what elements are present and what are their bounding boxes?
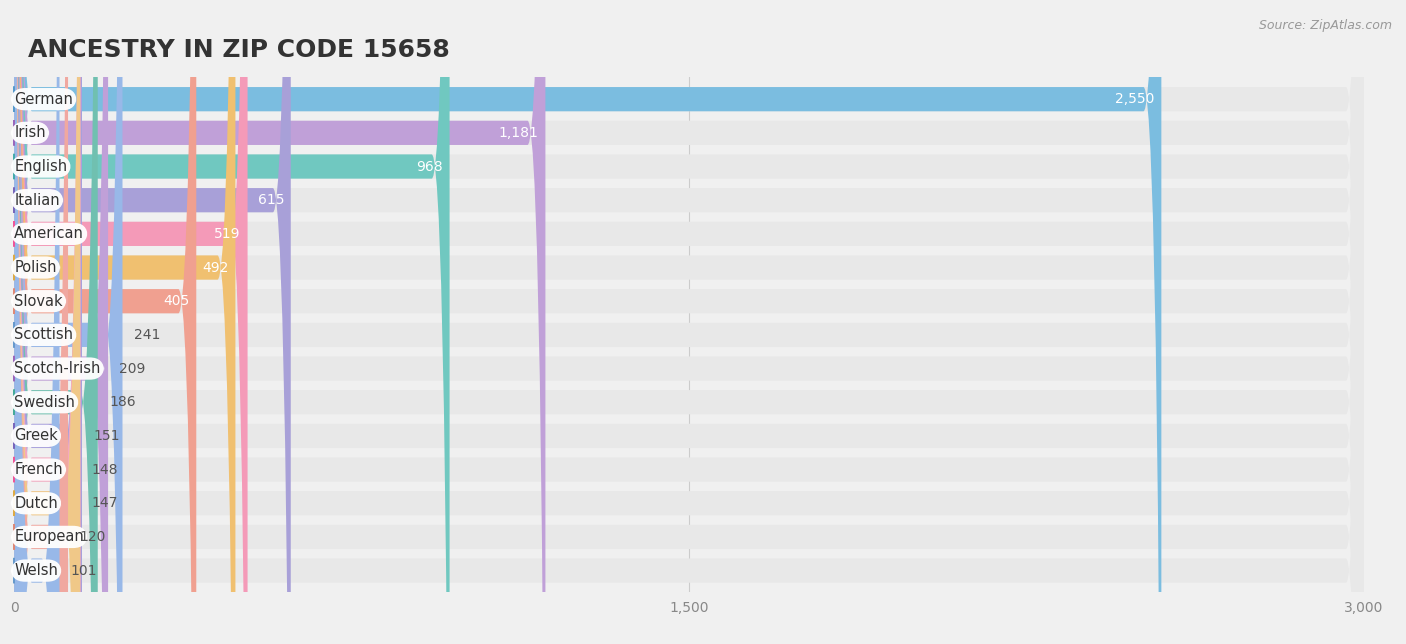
Text: 147: 147 [91, 497, 118, 510]
Text: Scotch-Irish: Scotch-Irish [14, 361, 101, 376]
FancyBboxPatch shape [14, 0, 546, 644]
FancyBboxPatch shape [14, 0, 1364, 644]
FancyBboxPatch shape [14, 0, 1364, 644]
FancyBboxPatch shape [14, 0, 1364, 644]
Text: 492: 492 [202, 261, 229, 274]
FancyBboxPatch shape [14, 0, 1364, 644]
Text: American: American [14, 226, 84, 242]
Text: Irish: Irish [14, 126, 46, 140]
FancyBboxPatch shape [14, 0, 1364, 644]
Text: 519: 519 [214, 227, 240, 241]
FancyBboxPatch shape [14, 0, 1364, 644]
Text: 186: 186 [110, 395, 135, 409]
FancyBboxPatch shape [14, 0, 1364, 644]
Text: French: French [14, 462, 63, 477]
FancyBboxPatch shape [14, 0, 80, 644]
FancyBboxPatch shape [14, 0, 1364, 644]
FancyBboxPatch shape [14, 0, 450, 644]
Text: Polish: Polish [14, 260, 56, 275]
FancyBboxPatch shape [14, 0, 1364, 644]
Text: 2,550: 2,550 [1115, 92, 1154, 106]
FancyBboxPatch shape [14, 0, 82, 644]
FancyBboxPatch shape [14, 0, 1161, 644]
Text: 241: 241 [134, 328, 160, 342]
FancyBboxPatch shape [14, 0, 1364, 644]
Text: Scottish: Scottish [14, 327, 73, 343]
Text: 209: 209 [120, 361, 146, 375]
Text: Italian: Italian [14, 193, 60, 207]
Text: Dutch: Dutch [14, 496, 58, 511]
Text: 1,181: 1,181 [499, 126, 538, 140]
FancyBboxPatch shape [14, 0, 108, 644]
Text: 148: 148 [91, 462, 118, 477]
FancyBboxPatch shape [14, 0, 1364, 644]
Text: 120: 120 [79, 530, 105, 544]
Text: Source: ZipAtlas.com: Source: ZipAtlas.com [1258, 19, 1392, 32]
FancyBboxPatch shape [14, 0, 80, 644]
Text: Swedish: Swedish [14, 395, 75, 410]
FancyBboxPatch shape [14, 0, 1364, 644]
FancyBboxPatch shape [14, 0, 98, 644]
Text: 101: 101 [70, 564, 97, 578]
Text: ANCESTRY IN ZIP CODE 15658: ANCESTRY IN ZIP CODE 15658 [28, 38, 450, 62]
Text: English: English [14, 159, 67, 174]
FancyBboxPatch shape [14, 0, 247, 644]
Text: German: German [14, 91, 73, 107]
FancyBboxPatch shape [14, 0, 122, 644]
FancyBboxPatch shape [14, 0, 59, 644]
Text: Greek: Greek [14, 428, 58, 444]
Text: Welsh: Welsh [14, 563, 58, 578]
FancyBboxPatch shape [14, 0, 1364, 644]
FancyBboxPatch shape [14, 0, 1364, 644]
FancyBboxPatch shape [14, 0, 67, 644]
FancyBboxPatch shape [14, 0, 197, 644]
Text: 405: 405 [163, 294, 190, 308]
Text: 151: 151 [93, 429, 120, 443]
FancyBboxPatch shape [14, 0, 235, 644]
Text: 968: 968 [416, 160, 443, 173]
FancyBboxPatch shape [14, 0, 1364, 644]
Text: European: European [14, 529, 84, 544]
Text: 615: 615 [257, 193, 284, 207]
Text: Slovak: Slovak [14, 294, 63, 308]
FancyBboxPatch shape [14, 0, 291, 644]
